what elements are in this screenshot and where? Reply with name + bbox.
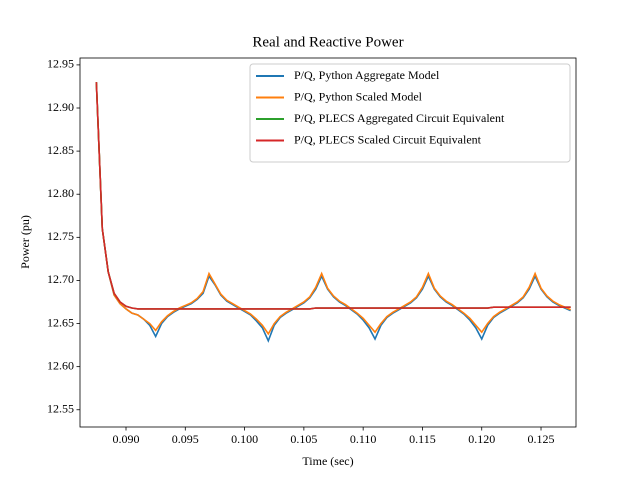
y-axis-label: Power (pu) — [18, 215, 32, 269]
y-tick-label: 12.55 — [47, 402, 74, 416]
x-tick-label: 0.110 — [350, 432, 377, 446]
x-tick-label: 0.105 — [290, 432, 317, 446]
y-tick-label: 12.60 — [47, 358, 74, 372]
legend-label: P/Q, PLECS Scaled Circuit Equivalent — [294, 132, 482, 146]
x-tick-label: 0.095 — [172, 432, 199, 446]
series-line — [95, 82, 571, 336]
x-tick-label: 0.090 — [113, 432, 140, 446]
legend-label: P/Q, PLECS Aggregated Circuit Equivalent — [294, 111, 505, 125]
y-tick-label: 12.95 — [47, 57, 74, 71]
x-tick-label: 0.125 — [528, 432, 555, 446]
y-tick-label: 12.80 — [47, 186, 74, 200]
y-tick-label: 12.90 — [47, 100, 74, 114]
legend-label: P/Q, Python Scaled Model — [294, 89, 423, 103]
y-tick-label: 12.85 — [47, 143, 74, 157]
x-tick-label: 0.100 — [231, 432, 258, 446]
legend-label: P/Q, Python Aggregate Model — [294, 68, 440, 82]
x-tick-label: 0.120 — [468, 432, 495, 446]
plot-area — [95, 82, 571, 343]
x-axis-label: Time (sec) — [302, 454, 353, 468]
series-line — [95, 82, 571, 310]
y-tick-label: 12.75 — [47, 229, 74, 243]
y-tick-label: 12.70 — [47, 272, 74, 286]
chart-title: Real and Reactive Power — [252, 34, 403, 50]
y-tick-label: 12.65 — [47, 315, 74, 329]
x-tick-label: 0.115 — [409, 432, 436, 446]
plot-frame — [79, 57, 577, 428]
legend-box — [249, 63, 571, 163]
